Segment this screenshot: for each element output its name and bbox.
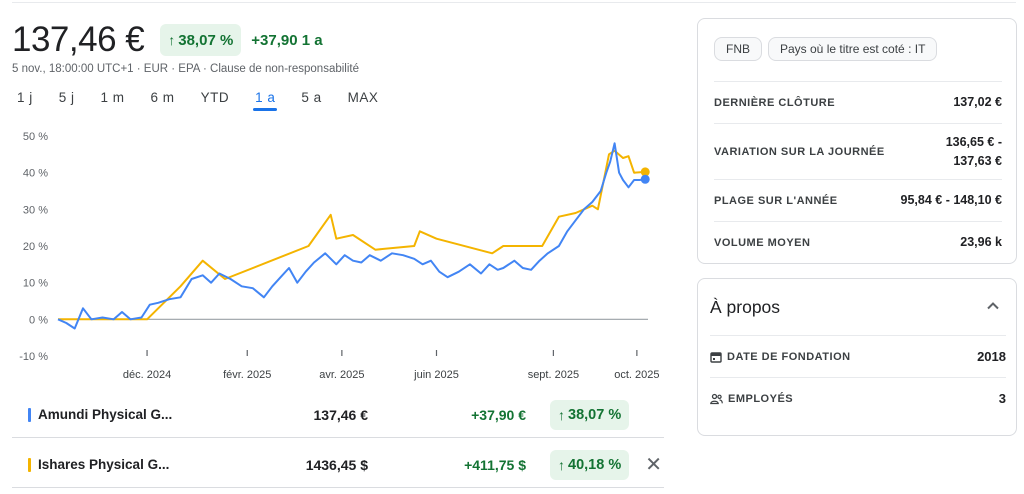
x-tick-label: déc. 2024 [123, 369, 171, 381]
arrow-up-icon: ↑ [558, 456, 565, 473]
stat-value: 136,65 € - 137,63 € [945, 134, 1002, 168]
range-tab-ytd[interactable]: YTD [200, 90, 230, 105]
y-tick-label: 20 % [23, 241, 48, 253]
compare-name: Ishares Physical G... [38, 457, 170, 472]
about-value: 2018 [977, 349, 1006, 364]
series-color-marker [28, 457, 31, 472]
compare-row-ishares[interactable]: Ishares Physical G... 1436,45 $ +411,75 … [12, 442, 664, 488]
about-label: EMPLOYÉS [728, 392, 794, 405]
compare-change: +37,90 € [471, 406, 526, 423]
y-tick-label: 40 % [23, 168, 48, 180]
change-absolute: +37,90 1 a [251, 31, 323, 49]
compare-percent: 40,18 % [568, 456, 622, 473]
current-price: 137,46 € [12, 20, 145, 59]
range-tab-1m[interactable]: 1 m [100, 90, 125, 105]
x-tick-label: sept. 2025 [528, 369, 579, 381]
chevron-up-icon[interactable] [986, 299, 1000, 313]
stat-label: DERNIÈRE CLÔTURE [714, 96, 836, 109]
y-tick-label: 30 % [23, 204, 48, 216]
compare-name: Amundi Physical G... [38, 407, 173, 422]
people-icon [710, 393, 723, 404]
remove-comparison-close-icon[interactable]: ✕ [645, 453, 662, 476]
x-tick-label: oct. 2025 [614, 369, 659, 381]
about-title: À propos [710, 297, 781, 317]
compare-row-amundi[interactable]: Amundi Physical G... 137,46 € +37,90 € ↑… [12, 392, 664, 438]
tag-chips: FNB Pays où le titre est coté : IT [714, 37, 938, 61]
stats-card: FNB Pays où le titre est coté : IT DERNI… [697, 18, 1017, 264]
y-tick-label: 0 % [29, 314, 48, 326]
about-value: 3 [998, 391, 1006, 406]
price-header: 137,46 € ↑ 38,07 % +37,90 1 a [12, 18, 323, 62]
calendar-icon [710, 351, 722, 363]
series-color-marker [28, 407, 31, 422]
about-label: DATE DE FONDATION [727, 350, 851, 363]
compare-percent-badge: ↑ 38,07 % [550, 399, 630, 430]
change-percent-badge: ↑ 38,07 % [160, 24, 242, 56]
compare-change: +411,75 $ [464, 456, 526, 473]
about-card: À propos DATE DE FONDATION 2018 EMPLOYÉS… [697, 278, 1017, 436]
range-tab-5a[interactable]: 5 a [301, 90, 322, 105]
y-tick-label: 50 % [23, 131, 48, 143]
chip-fnb[interactable]: FNB [714, 37, 762, 61]
compare-price: 1436,45 $ [305, 456, 368, 473]
compare-percent-badge: ↑ 40,18 % [550, 449, 630, 480]
stat-row-day-range: VARIATION SUR LA JOURNÉE 136,65 € - 137,… [714, 123, 1002, 179]
stat-label: PLAGE SUR L'ANNÉE [714, 194, 838, 207]
range-tab-1j[interactable]: 1 j [17, 90, 33, 105]
range-tab-1a[interactable]: 1 a [253, 90, 278, 111]
range-tab-5j[interactable]: 5 j [58, 90, 75, 105]
arrow-up-icon: ↑ [168, 32, 176, 48]
x-tick-label: avr. 2025 [319, 369, 364, 381]
change-percent: 38,07 % [178, 31, 234, 49]
stat-row-year-range: PLAGE SUR L'ANNÉE 95,84 € - 148,10 € [714, 179, 1002, 221]
arrow-up-icon: ↑ [558, 406, 565, 423]
range-tabs: 1 j 5 j 1 m 6 m YTD 1 a 5 a MAX [17, 88, 404, 111]
compare-price: 137,46 € [313, 406, 369, 423]
series-end-marker [640, 167, 650, 177]
stat-row-avg-volume: VOLUME MOYEN 23,96 k [714, 221, 1002, 263]
series-line-1 [58, 149, 646, 321]
price-chart[interactable]: 50 % 40 % 30 % 20 % 10 % 0 % -10 % déc. 2024 fév… [12, 118, 672, 388]
range-tab-6m[interactable]: 6 m [150, 90, 175, 105]
chip-country[interactable]: Pays où le titre est coté : IT [768, 37, 938, 61]
about-row-founded: DATE DE FONDATION 2018 [710, 335, 1006, 377]
x-tick-label: juin 2025 [413, 369, 459, 381]
series-end-marker [640, 174, 650, 184]
compare-percent: 38,07 % [568, 406, 622, 423]
about-row-employees: EMPLOYÉS 3 [710, 377, 1006, 419]
range-tab-max[interactable]: MAX [347, 90, 379, 105]
stat-value: 95,84 € - 148,10 € [900, 193, 1002, 207]
stat-label: VOLUME MOYEN [714, 236, 811, 249]
y-tick-label: -10 % [19, 351, 48, 363]
quote-subline: 5 nov., 18:00:00 UTC+1 · EUR · EPA · Cla… [12, 63, 359, 75]
top-divider [12, 2, 1016, 3]
stat-label: VARIATION SUR LA JOURNÉE [714, 145, 885, 158]
series-line-0 [57, 142, 646, 330]
stat-row-previous-close: DERNIÈRE CLÔTURE 137,02 € [714, 81, 1002, 123]
y-tick-label: 10 % [23, 278, 48, 290]
stat-value: 23,96 k [960, 235, 1002, 249]
x-tick-label: févr. 2025 [223, 369, 271, 381]
stat-value: 137,02 € [953, 95, 1002, 109]
